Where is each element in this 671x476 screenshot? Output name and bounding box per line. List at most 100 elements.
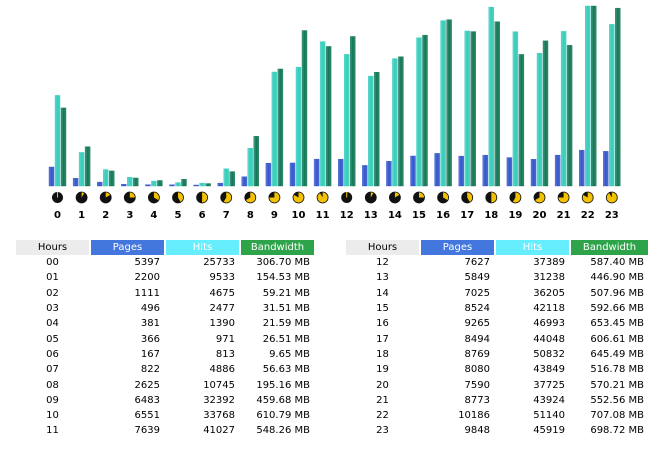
pages-cell: 7025 xyxy=(464,287,490,299)
hits-cell: 44048 xyxy=(533,333,565,345)
hits-cell: 9533 xyxy=(209,272,235,284)
bandwidth-bar xyxy=(494,21,500,187)
clock-icon xyxy=(341,192,353,203)
bandwidth-bar xyxy=(542,40,549,187)
hour-cell: 12 xyxy=(376,257,389,269)
bandwidth-bar xyxy=(398,56,404,187)
bandwidth-bar xyxy=(446,19,452,187)
pages-bar xyxy=(313,158,320,187)
bandwidth-bar xyxy=(325,46,332,187)
hits-cell: 4886 xyxy=(209,364,235,376)
pages-bar xyxy=(121,184,127,187)
hits-bar xyxy=(127,177,133,187)
bandwidth-cell: 707.08 MB xyxy=(590,410,644,422)
hits-bar xyxy=(102,169,109,187)
header-hits: Hits xyxy=(496,240,569,255)
bandwidth-bar xyxy=(60,107,67,187)
clock-icon xyxy=(75,191,88,204)
clock-icon xyxy=(461,191,474,204)
header-bandwidth: Bandwidth xyxy=(241,240,314,255)
table-row: 16 9265 46993 653.45 MB xyxy=(346,316,648,331)
hits-bar xyxy=(78,152,85,187)
pages-cell: 167 xyxy=(140,348,160,360)
hits-cell: 36205 xyxy=(533,287,565,299)
bandwidth-cell: 507.96 MB xyxy=(590,287,644,299)
hits-bar xyxy=(295,66,302,187)
clock-icon xyxy=(123,191,136,204)
hour-tick-label: 18 xyxy=(484,210,498,221)
bandwidth-cell: 592.66 MB xyxy=(590,303,644,315)
pages-bar xyxy=(72,178,79,187)
hits-cell: 42118 xyxy=(533,303,565,315)
hour-tick-label: 8 xyxy=(247,210,254,221)
hour-tick-label: 15 xyxy=(412,210,426,221)
pages-cell: 1111 xyxy=(134,287,160,299)
table-row: 13 5849 31238 446.90 MB xyxy=(346,270,648,285)
hour-cell: 17 xyxy=(376,333,389,345)
hour-cell: 21 xyxy=(376,394,389,406)
bandwidth-bar xyxy=(301,30,308,187)
chart-bars xyxy=(48,5,621,187)
hits-cell: 971 xyxy=(215,333,235,345)
pages-cell: 7627 xyxy=(464,257,490,269)
hits-cell: 25733 xyxy=(203,257,235,269)
hour-tick-label: 4 xyxy=(150,210,157,221)
hits-cell: 33768 xyxy=(203,410,235,422)
pages-bar xyxy=(265,162,272,187)
bandwidth-cell: 645.49 MB xyxy=(590,348,644,360)
hits-bar xyxy=(609,24,615,187)
hits-cell: 43924 xyxy=(533,394,565,406)
table-row: 03 496 2477 31.51 MB xyxy=(16,301,314,316)
pages-bar xyxy=(145,184,151,187)
pages-bar xyxy=(217,182,223,187)
bandwidth-cell: 570.21 MB xyxy=(590,379,644,391)
hour-cell: 08 xyxy=(46,379,59,391)
table-row: 00 5397 25733 306.70 MB xyxy=(16,255,314,270)
hour-cell: 05 xyxy=(46,333,59,345)
pages-cell: 8769 xyxy=(464,348,490,360)
hits-bar xyxy=(247,147,254,187)
hour-tick-label: 7 xyxy=(223,210,230,221)
bandwidth-bar xyxy=(157,180,163,187)
clock-icon xyxy=(172,191,184,204)
hour-cell: 07 xyxy=(46,364,59,376)
pages-bar xyxy=(482,154,488,187)
hour-tick-label: 14 xyxy=(388,210,402,221)
pages-cell: 2625 xyxy=(134,379,160,391)
bandwidth-bar xyxy=(518,54,525,187)
bandwidth-cell: 9.65 MB xyxy=(269,348,310,360)
hour-cell: 23 xyxy=(376,425,389,437)
pages-cell: 5849 xyxy=(464,272,490,284)
hits-cell: 50832 xyxy=(533,348,565,360)
hour-tick-label: 11 xyxy=(316,210,330,221)
bandwidth-bar xyxy=(277,68,284,187)
clock-icon xyxy=(485,191,498,204)
table-row: 19 8080 43849 516.78 MB xyxy=(346,362,648,377)
clock-icon xyxy=(437,191,450,204)
hits-cell: 46993 xyxy=(533,318,565,330)
hour-cell: 15 xyxy=(376,303,389,315)
clock-icon xyxy=(316,191,329,204)
bandwidth-bar xyxy=(253,136,260,187)
hours-table-left: Hours Pages Hits Bandwidth 00 5397 25733 30… xyxy=(14,240,316,439)
bandwidth-bar xyxy=(470,31,476,187)
bandwidth-cell: 459.68 MB xyxy=(256,394,310,406)
hits-bar xyxy=(151,180,157,187)
hits-cell: 51140 xyxy=(533,410,565,422)
table-row: 23 9848 45919 698.72 MB xyxy=(346,423,648,438)
hits-cell: 43849 xyxy=(533,364,565,376)
header-bandwidth: Bandwidth xyxy=(571,240,648,255)
bandwidth-bar xyxy=(422,34,428,187)
clock-icon xyxy=(413,191,425,204)
hours-table-right: Hours Pages Hits Bandwidth 12 7627 37389 58… xyxy=(344,240,650,439)
hits-cell: 41027 xyxy=(203,425,235,437)
table-row: 18 8769 50832 645.49 MB xyxy=(346,347,648,362)
hour-cell: 02 xyxy=(46,287,59,299)
bandwidth-bar xyxy=(350,36,356,187)
pages-cell: 10186 xyxy=(458,410,490,422)
bandwidth-bar xyxy=(84,146,91,187)
bandwidth-cell: 610.79 MB xyxy=(256,410,310,422)
hits-cell: 1390 xyxy=(209,318,235,330)
pages-bar xyxy=(193,184,199,187)
table-row: 11 7639 41027 548.26 MB xyxy=(16,423,314,438)
